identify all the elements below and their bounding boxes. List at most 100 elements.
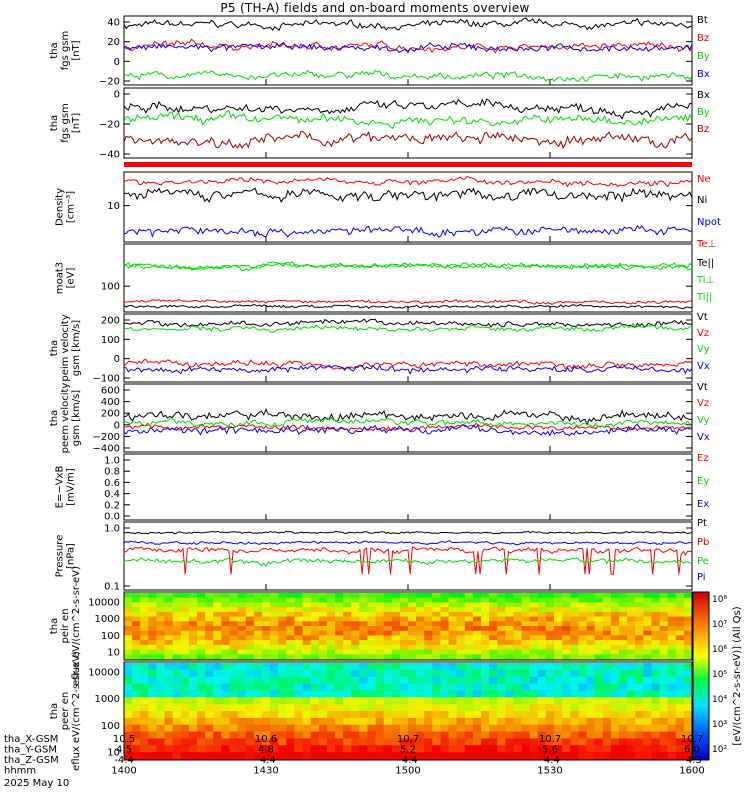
legend-label: Ez xyxy=(697,453,709,464)
heatmap-cell xyxy=(545,663,555,671)
heatmap-cell xyxy=(521,654,531,660)
heatmap-cell xyxy=(424,711,433,719)
heatmap-cell xyxy=(334,724,344,733)
heatmap-cell xyxy=(627,611,636,618)
heatmap-cell xyxy=(440,602,450,608)
heatmap-cell xyxy=(610,640,620,646)
heatmap-cell xyxy=(359,635,368,641)
heatmap-cell xyxy=(245,669,255,678)
heatmap-cell xyxy=(675,704,685,712)
heatmap-cell xyxy=(180,717,190,726)
heatmap-cell xyxy=(554,731,563,739)
heatmap-cell xyxy=(440,724,450,733)
heatmap-cell xyxy=(448,621,458,627)
heatmap-cell xyxy=(164,717,174,726)
heatmap-cell xyxy=(667,635,677,641)
heatmap-cell xyxy=(343,724,352,733)
heatmap-cell xyxy=(521,635,531,641)
heatmap-cell xyxy=(659,626,669,632)
heatmap-cell xyxy=(359,752,368,760)
heatmap-cell xyxy=(132,731,141,739)
heatmap-cell xyxy=(651,654,661,660)
heatmap-cell xyxy=(302,635,312,641)
panel-6: tha peem velocity gsm [km/s] 6004002000−200… xyxy=(49,382,710,455)
heatmap-cell xyxy=(618,690,628,698)
heatmap-cell xyxy=(172,731,182,739)
heatmap-cell xyxy=(472,616,482,622)
heatmap-cell xyxy=(140,690,149,698)
heatmap-cell xyxy=(448,640,458,646)
heatmap-cell xyxy=(464,697,474,705)
heatmap-cell xyxy=(594,649,604,655)
heatmap-cell xyxy=(334,593,344,599)
heatmap-cell xyxy=(229,745,239,753)
heatmap-cell xyxy=(440,621,450,627)
heatmap-cell xyxy=(416,690,425,698)
heatmap-cell xyxy=(148,690,157,698)
heatmap-cell xyxy=(391,649,401,655)
heatmap-cell xyxy=(594,676,604,685)
heatmap-cell xyxy=(489,731,498,739)
heatmap-cell xyxy=(667,654,677,660)
heatmap-cell xyxy=(343,630,352,636)
heatmap-cell xyxy=(124,611,133,618)
colorbar-tick-label: 10⁸ xyxy=(712,595,727,605)
heatmap-cell xyxy=(367,597,377,603)
heatmap-cell xyxy=(683,663,693,671)
heatmap-cell xyxy=(416,738,425,746)
heatmap-cell xyxy=(440,738,450,746)
heatmap-cell xyxy=(472,697,482,705)
heatmap-cell xyxy=(562,602,571,608)
y-tick-label: 0.2 xyxy=(104,500,120,511)
heatmap-cell xyxy=(537,663,547,671)
heatmap-cell xyxy=(245,630,255,636)
heatmap-cell xyxy=(481,616,490,622)
heatmap-cell xyxy=(618,611,628,618)
heatmap-cell xyxy=(375,602,385,608)
heatmap-cell xyxy=(481,649,490,655)
heatmap-cell xyxy=(627,616,636,622)
heatmap-cell xyxy=(278,745,287,753)
heatmap-cell xyxy=(318,663,328,671)
heatmap-cell xyxy=(659,738,669,746)
y-axis-label: [nT] xyxy=(71,40,82,60)
heatmap-cell xyxy=(481,683,490,691)
heatmap-cell xyxy=(221,626,230,632)
heatmap-cell xyxy=(197,635,206,641)
series-line-vy xyxy=(123,416,693,428)
heatmap-cell xyxy=(221,663,230,671)
legend-label: Bz xyxy=(697,33,709,44)
heatmap-cell xyxy=(132,738,141,746)
heatmap-cell xyxy=(213,626,222,632)
heatmap-cell xyxy=(448,654,458,660)
heatmap-cell xyxy=(197,611,206,618)
heatmap-cell xyxy=(391,626,401,632)
x-tick-label: 10.7 xyxy=(681,734,703,745)
heatmap-cell xyxy=(529,676,539,685)
heatmap-cell xyxy=(318,683,328,691)
heatmap-cell xyxy=(416,602,425,608)
heatmap-cell xyxy=(432,724,441,733)
heatmap-cell xyxy=(675,697,685,705)
heatmap-cell xyxy=(351,649,360,655)
heatmap-cell xyxy=(513,640,523,646)
series-line-vx xyxy=(123,364,693,376)
heatmap-cell xyxy=(399,683,409,691)
heatmap-cell xyxy=(643,738,652,746)
heatmap-cell xyxy=(464,621,474,627)
heatmap-cell xyxy=(424,752,433,760)
heatmap-cell xyxy=(188,635,198,641)
heatmap-cell xyxy=(667,593,677,599)
heatmap-cell xyxy=(164,593,174,599)
heatmap-cell xyxy=(302,738,312,746)
heatmap-cell xyxy=(334,616,344,622)
heatmap-cell xyxy=(578,635,588,641)
heatmap-cell xyxy=(667,690,677,698)
heatmap-cell xyxy=(578,649,588,655)
heatmap-cell xyxy=(424,745,433,753)
heatmap-cell xyxy=(261,611,271,618)
heatmap-cell xyxy=(683,611,693,618)
heatmap-cell xyxy=(310,676,320,685)
heatmap-cell xyxy=(359,683,368,691)
heatmap-cell xyxy=(245,621,255,627)
